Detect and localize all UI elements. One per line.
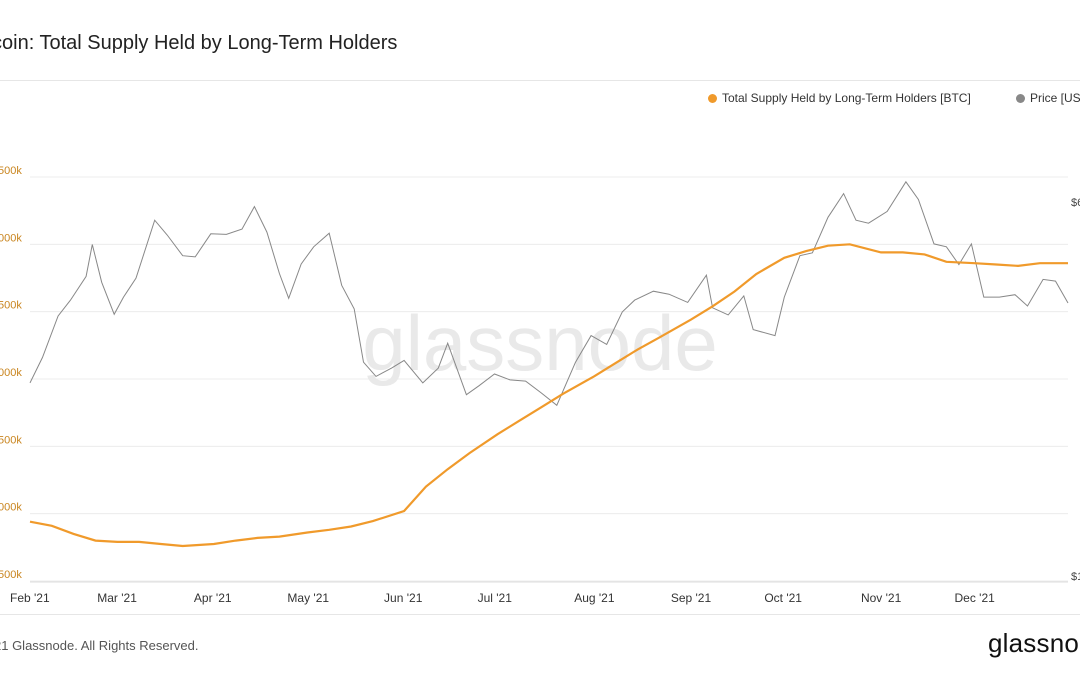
x-axis-tick-label: Oct '21 bbox=[764, 591, 802, 605]
left-axis-tick-label: 500k bbox=[0, 300, 22, 312]
legend-label-lth-supply: Total Supply Held by Long-Term Holders [… bbox=[722, 91, 971, 105]
footer-copyright: 21 Glassnode. All Rights Reserved. bbox=[0, 638, 199, 653]
left-axis-tick-label: 500k bbox=[0, 434, 22, 446]
x-axis-tick-label: Feb '21 bbox=[10, 591, 50, 605]
left-axis-tick-label: 500k bbox=[0, 165, 22, 177]
x-axis-tick-label: May '21 bbox=[287, 591, 329, 605]
left-axis-tick-label: 000k bbox=[0, 502, 22, 514]
price-series-line bbox=[29, 180, 1069, 407]
x-axis-tick-label: Dec '21 bbox=[954, 591, 995, 605]
header-divider bbox=[0, 80, 1080, 81]
left-axis-tick-label: 000k bbox=[0, 232, 22, 244]
gridlines bbox=[30, 176, 1068, 583]
legend-dot-price bbox=[1016, 93, 1025, 103]
right-axis-tick-label: $6 bbox=[1071, 197, 1080, 209]
x-axis-tick-label: Jun '21 bbox=[384, 591, 423, 605]
legend-item-lth-supply[interactable]: Total Supply Held by Long-Term Holders [… bbox=[708, 91, 971, 105]
x-axis-tick-label: Aug '21 bbox=[574, 591, 615, 605]
x-axis-tick-label: Mar '21 bbox=[97, 591, 137, 605]
legend-label-price: Price [US bbox=[1030, 91, 1080, 105]
footer-divider bbox=[0, 614, 1080, 615]
x-axis-tick-label: Nov '21 bbox=[861, 591, 902, 605]
watermark-text: glassnode bbox=[362, 299, 718, 387]
lth-supply-series-line bbox=[29, 243, 1068, 548]
right-axis-tick-label: $1 bbox=[1071, 571, 1080, 583]
legend-item-price[interactable]: Price [US bbox=[1016, 91, 1080, 105]
right-axis-ticks: $6 $1 bbox=[1071, 197, 1080, 583]
x-axis-tick-label: Jul '21 bbox=[478, 591, 513, 605]
left-axis-tick-label: 000k bbox=[0, 367, 22, 379]
x-axis-ticks: Feb '21 Mar '21 Apr '21 May '21 Jun '21 Jul '… bbox=[10, 591, 995, 605]
glassnode-logo[interactable]: glassnode bbox=[988, 628, 1080, 658]
legend-dot-lth-supply bbox=[708, 93, 717, 103]
x-axis-tick-label: Sep '21 bbox=[671, 591, 712, 605]
left-axis-tick-label: 500k bbox=[0, 569, 22, 581]
chart-title: coin: Total Supply Held by Long-Term Hol… bbox=[0, 32, 398, 54]
left-axis-ticks: 500k 000k 500k 000k 500k 000k 500k bbox=[0, 165, 22, 581]
x-axis-tick-label: Apr '21 bbox=[194, 591, 232, 605]
